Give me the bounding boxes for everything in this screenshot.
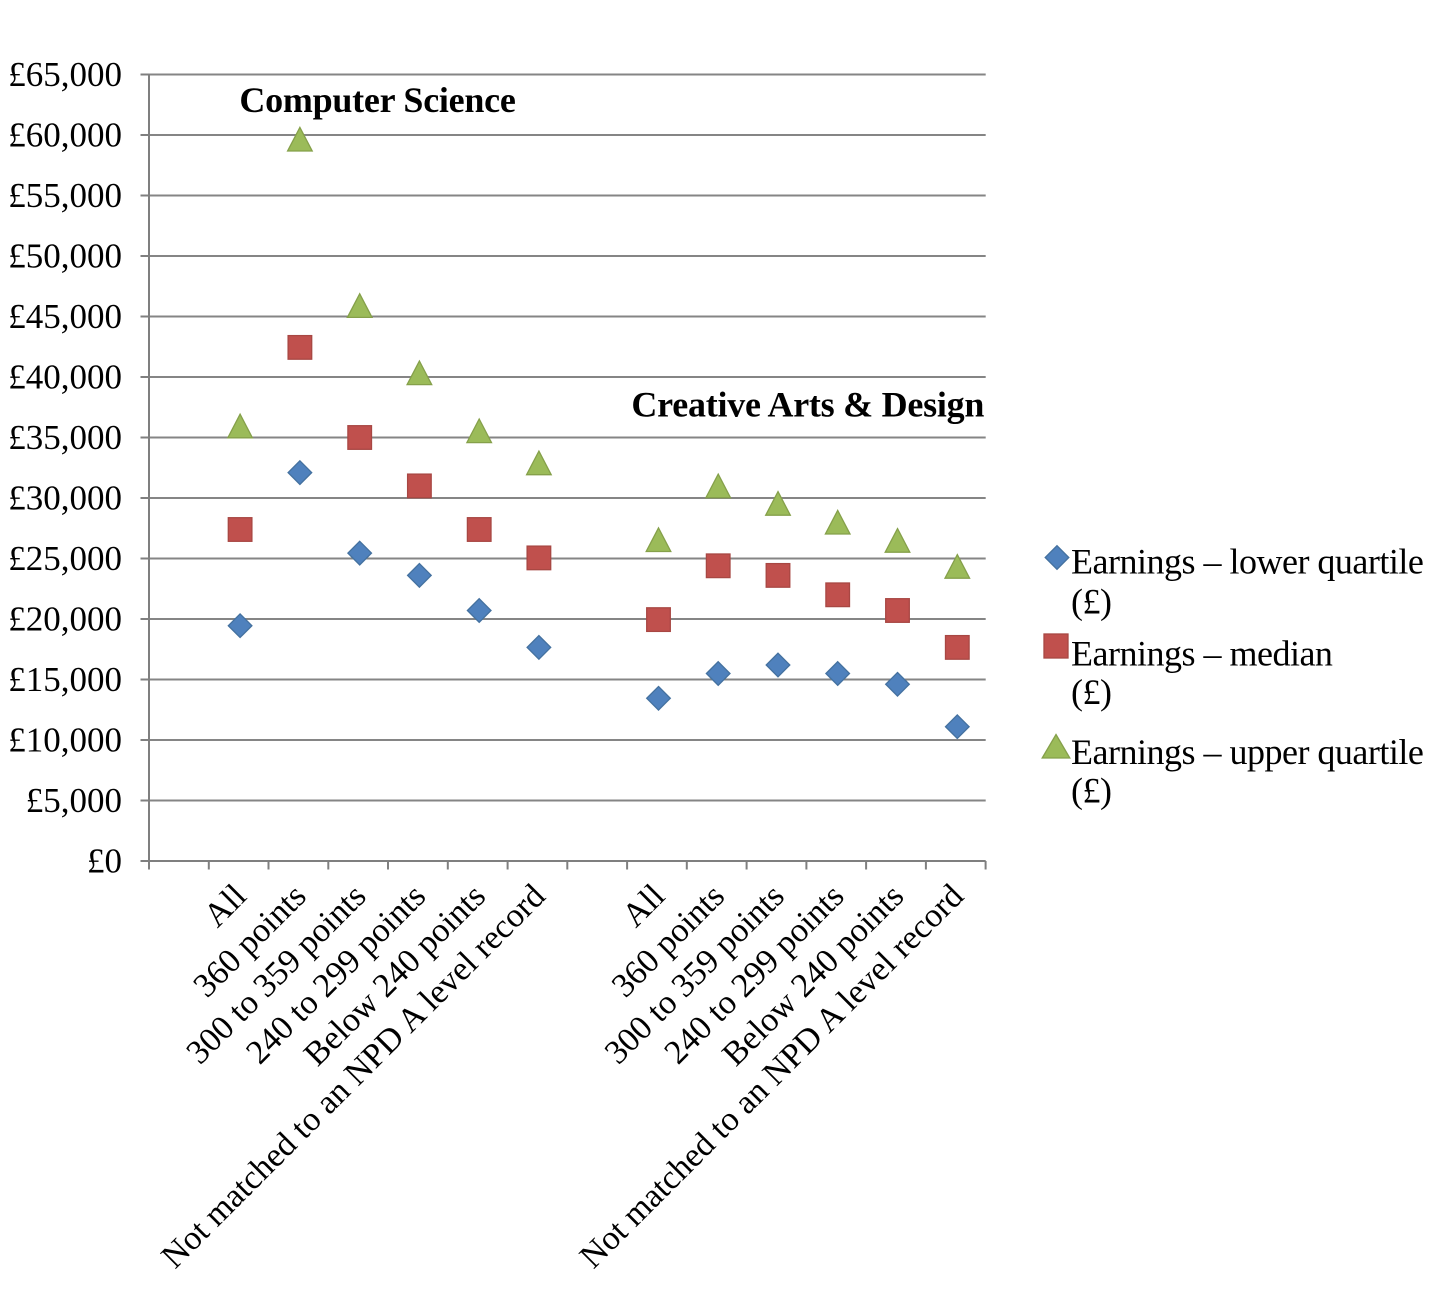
svg-text:(£): (£) bbox=[1071, 581, 1111, 621]
svg-text:£45,000: £45,000 bbox=[8, 297, 122, 336]
svg-text:Earnings – upper quartile: Earnings – upper quartile bbox=[1071, 732, 1423, 772]
svg-text:£20,000: £20,000 bbox=[8, 600, 122, 639]
svg-text:£30,000: £30,000 bbox=[8, 479, 122, 518]
svg-text:Earnings – lower quartile: Earnings – lower quartile bbox=[1071, 541, 1423, 581]
svg-text:£15,000: £15,000 bbox=[8, 660, 122, 699]
svg-text:£65,000: £65,000 bbox=[8, 55, 122, 94]
svg-text:£0: £0 bbox=[87, 842, 122, 881]
svg-text:£40,000: £40,000 bbox=[8, 358, 122, 397]
svg-text:Earnings – median: Earnings – median bbox=[1071, 634, 1333, 674]
svg-text:£35,000: £35,000 bbox=[8, 418, 122, 457]
svg-text:£25,000: £25,000 bbox=[8, 539, 122, 578]
svg-text:£5,000: £5,000 bbox=[26, 781, 122, 820]
svg-text:£60,000: £60,000 bbox=[8, 116, 122, 155]
svg-text:£55,000: £55,000 bbox=[8, 176, 122, 215]
svg-text:£10,000: £10,000 bbox=[8, 721, 122, 760]
svg-text:£50,000: £50,000 bbox=[8, 237, 122, 276]
svg-text:Creative Arts & Design: Creative Arts & Design bbox=[631, 385, 984, 425]
svg-text:(£): (£) bbox=[1071, 770, 1111, 810]
svg-text:Computer Science: Computer Science bbox=[239, 80, 516, 120]
svg-text:(£): (£) bbox=[1071, 672, 1111, 712]
